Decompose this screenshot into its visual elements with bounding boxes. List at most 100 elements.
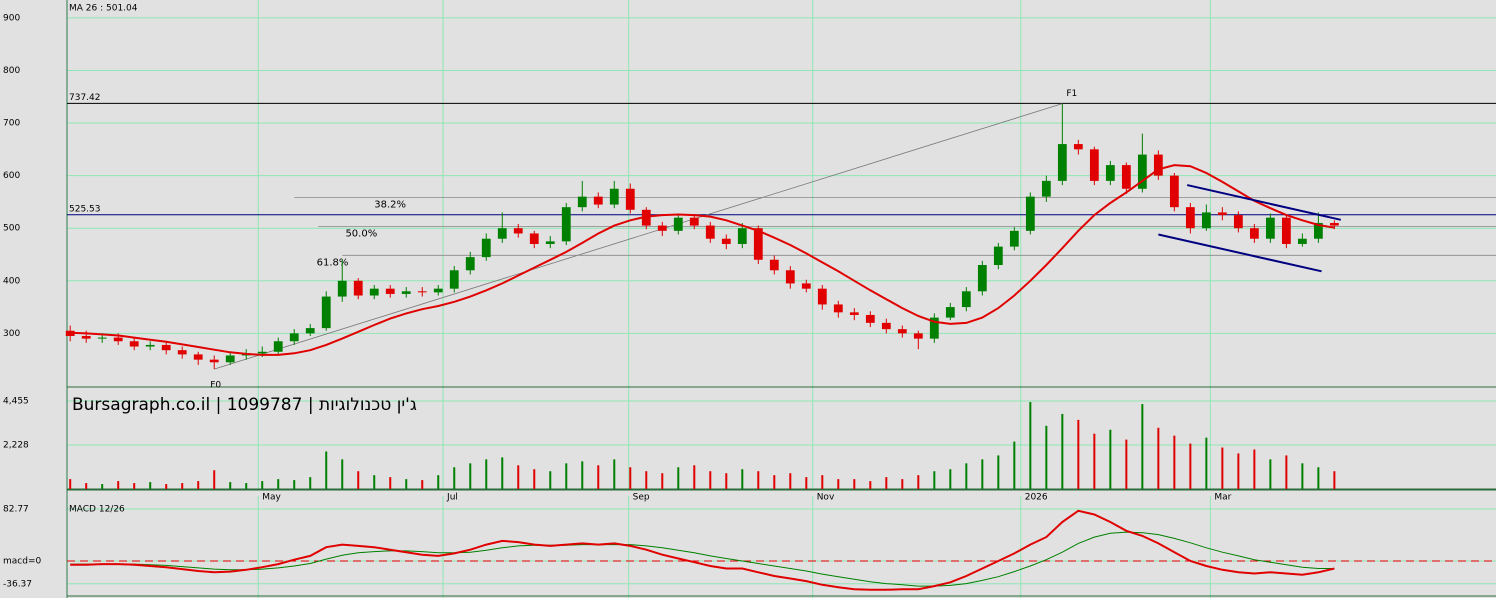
candle-body <box>881 322 891 330</box>
volume-bar <box>261 481 264 489</box>
x-tick-label: Sep <box>633 493 650 503</box>
volume-bar <box>1189 443 1192 489</box>
candle-body <box>689 217 699 226</box>
candle-body <box>1265 217 1275 239</box>
volume-bar <box>533 469 536 489</box>
candle-body <box>865 314 875 323</box>
y-tick-label: 700 <box>3 119 20 129</box>
candle-body <box>129 341 139 347</box>
candle-body <box>177 350 187 355</box>
trendline <box>1186 184 1341 221</box>
volume-bar <box>613 459 616 489</box>
x-tick-label: May <box>262 493 281 503</box>
candle-body <box>897 329 907 334</box>
x-tick-label: Nov <box>817 493 835 503</box>
candle-body <box>1089 149 1099 181</box>
volume-bar <box>389 477 392 489</box>
ma-line <box>70 164 1335 356</box>
volume-bar <box>1301 463 1304 489</box>
candle-body <box>1073 144 1083 150</box>
y-tick-label: -36.37 <box>3 579 32 589</box>
candle-body <box>961 291 971 308</box>
volume-bar <box>725 473 728 489</box>
candle-body <box>401 291 411 294</box>
candle-body <box>145 344 155 347</box>
y-tick-label: 600 <box>3 171 20 181</box>
candle-body <box>753 228 763 260</box>
candle-body <box>1329 222 1339 226</box>
y-tick-label: 900 <box>3 13 20 23</box>
candle-body <box>785 270 795 284</box>
candle-body <box>257 351 267 354</box>
volume-bar <box>869 481 872 489</box>
candle-body <box>513 228 523 234</box>
volume-bar <box>933 471 936 489</box>
x-tick-label: 2026 <box>1025 493 1048 503</box>
volume-bar <box>965 463 968 489</box>
volume-bar <box>1253 449 1256 489</box>
volume-bar <box>1237 453 1240 489</box>
candle-body <box>369 288 379 296</box>
candle-body <box>1313 222 1323 239</box>
volume-bar <box>69 479 72 489</box>
volume-bar <box>421 480 424 489</box>
volume-bar <box>469 463 472 489</box>
candle-body <box>1185 207 1195 229</box>
candle-body <box>497 228 507 239</box>
volume-bar <box>309 477 312 489</box>
volume-bar <box>277 479 280 489</box>
candle-body <box>1297 238 1307 244</box>
chart-title: Bursagraph.co.il | 1099787 | ג'ין טכנולו… <box>72 395 417 415</box>
level-label: 737.42 <box>69 93 101 103</box>
fib-level-label: 38.2% <box>374 199 406 210</box>
volume-bar <box>581 461 584 489</box>
macd-label: MACD 12/26 <box>69 505 125 515</box>
ma-label: MA 26 : 501.04 <box>69 4 138 14</box>
candle-body <box>945 307 955 318</box>
candle-body <box>625 188 635 210</box>
volume-bar <box>645 471 648 489</box>
fib-start-label: F0 <box>210 381 221 391</box>
candle-body <box>545 241 555 244</box>
volume-bar <box>517 465 520 489</box>
candle-body <box>737 228 747 244</box>
volume-bar <box>597 465 600 489</box>
volume-bar <box>325 451 328 489</box>
fib-end-label: F1 <box>1066 89 1077 99</box>
volume-bar <box>805 477 808 489</box>
volume-bar <box>1221 447 1224 489</box>
candle-body <box>81 335 91 339</box>
candle-body <box>1281 217 1291 244</box>
volume-bar <box>565 463 568 489</box>
candle-body <box>1025 196 1035 231</box>
candle-body <box>305 328 315 334</box>
candle-body <box>209 359 219 363</box>
candle-body <box>561 207 571 242</box>
volume-bar <box>1029 402 1032 489</box>
volume-bar <box>741 469 744 489</box>
volume-bar <box>837 479 840 489</box>
volume-bar <box>997 455 1000 489</box>
candle-body <box>529 233 539 244</box>
volume-bar <box>773 475 776 489</box>
candle-body <box>657 225 667 231</box>
candle-body <box>833 304 843 313</box>
volume-bar <box>181 483 184 489</box>
volume-bar <box>293 480 296 489</box>
volume-bar <box>229 482 232 489</box>
volume-bar <box>197 481 200 489</box>
candle-body <box>417 291 427 293</box>
candle-body <box>1217 212 1227 216</box>
candle-body <box>705 225 715 239</box>
candle-body <box>225 355 235 363</box>
volume-bar <box>901 479 904 489</box>
volume-bar <box>101 484 104 489</box>
candle-body <box>641 209 651 226</box>
candle-body <box>1137 154 1147 189</box>
y-tick-label: 400 <box>3 276 20 286</box>
candle-body <box>929 317 939 339</box>
signal-line <box>70 531 1335 587</box>
candle-body <box>977 265 987 292</box>
candle-body <box>1169 175 1179 208</box>
